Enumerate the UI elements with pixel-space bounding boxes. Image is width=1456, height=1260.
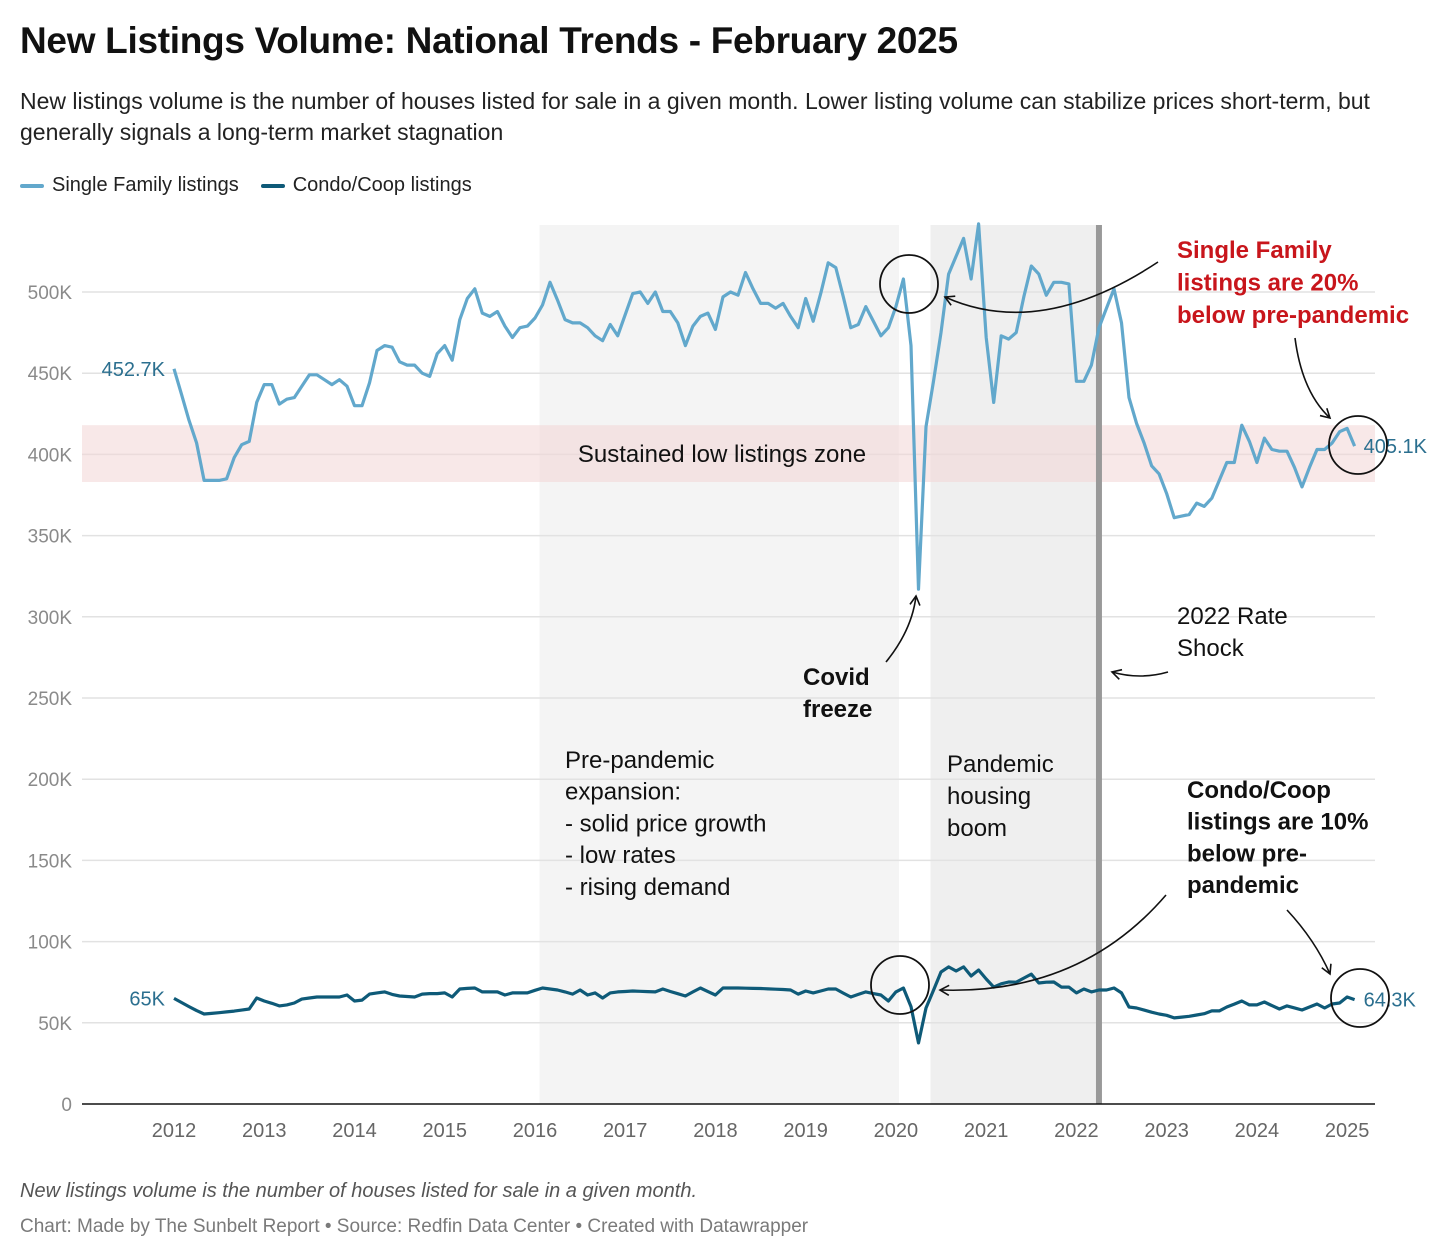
x-tick-label: 2014 [332, 1120, 377, 1142]
annotation-arrow [1286, 909, 1332, 976]
single-family-end-label: 405.1K [1364, 436, 1428, 458]
low-zone-label-line: Sustained low listings zone [578, 441, 866, 468]
covid-annotation-line: freeze [803, 696, 872, 723]
low-zone-label: Sustained low listings zone [578, 441, 866, 468]
y-tick-label: 250K [28, 689, 73, 710]
covid-annotation: Covid freeze [803, 664, 872, 723]
chart-title: New Listings Volume: National Trends - F… [20, 20, 958, 61]
single-family-annotation: Single Family listings are 20% below pre-p… [1177, 237, 1409, 329]
legend-label-single-family: Single Family listings [52, 174, 239, 196]
annotation-arrow [1294, 337, 1332, 420]
y-tick-label: 0 [61, 1095, 72, 1116]
single-family-annotation-line: Single Family [1177, 237, 1332, 264]
y-tick-label: 50K [38, 1014, 72, 1035]
x-tick-label: 2023 [1144, 1120, 1189, 1142]
annotation-arrow [885, 594, 921, 663]
condo-annotation: Condo/Coop listings are 10% below pre-pand… [1187, 777, 1368, 899]
x-tick-label: 2019 [783, 1120, 828, 1142]
y-tick-label: 150K [28, 851, 73, 872]
y-tick-label: 200K [28, 770, 73, 791]
x-tick-label: 2015 [422, 1120, 467, 1142]
x-tick-label: 2013 [242, 1120, 287, 1142]
x-tick-label: 2012 [152, 1120, 197, 1142]
covid-annotation-line: Covid [803, 664, 870, 691]
pre-pandemic-annotation-line: Pre-pandemic [565, 747, 714, 774]
pandemic-annotation-line: Pandemic [947, 751, 1054, 778]
condo-annotation-line: pandemic [1187, 872, 1299, 899]
x-tick-label: 2025 [1325, 1120, 1370, 1142]
x-tick-label: 2018 [693, 1120, 738, 1142]
condo-annotation-line: listings are 10% [1187, 809, 1368, 836]
pre-pandemic-annotation-line: expansion: [565, 779, 681, 806]
pre-pandemic-annotation-line: - solid price growth [565, 810, 766, 837]
rate-shock-annotation-line: Shock [1177, 635, 1245, 662]
footer-credit: Chart: Made by The Sunbelt Report • Sour… [20, 1216, 809, 1237]
legend-swatch-condo [260, 183, 285, 188]
footer-note: New listings volume is the number of hou… [20, 1180, 698, 1202]
legend-item-single-family: Single Family listings [20, 174, 239, 197]
y-tick-label: 100K [28, 933, 73, 954]
x-tick-label: 2016 [513, 1120, 558, 1142]
single-family-line [172, 222, 1357, 591]
legend-label-condo: Condo/Coop listings [292, 174, 472, 196]
y-tick-label: 500K [28, 283, 73, 304]
condo-end-label: 64.3K [1364, 990, 1417, 1012]
single-family-annotation-line: listings are 20% [1177, 270, 1358, 297]
pandemic-annotation-line: boom [947, 815, 1007, 842]
highlight-circle [870, 955, 930, 1015]
pre-pandemic-annotation: Pre-pandemic expansion: - solid price grow… [565, 747, 766, 901]
y-tick-label: 450K [28, 364, 73, 385]
rate-shock-annotation: 2022 Rate Shock [1177, 603, 1288, 662]
pandemic-band [930, 225, 1096, 1104]
chart-subtitle: New listings volume is the number of hou… [20, 88, 1370, 145]
single-family-annotation-line: below pre-pandemic [1177, 302, 1409, 329]
condo-annotation-line: Condo/Coop [1187, 777, 1331, 804]
x-tick-label: 2021 [964, 1120, 1009, 1142]
condo-start-label: 65K [129, 988, 165, 1010]
legend: Single Family listings Condo/Coop listin… [20, 174, 472, 197]
pandemic-annotation: Pandemic housing boom [947, 751, 1054, 842]
y-tick-label: 300K [28, 608, 73, 629]
legend-swatch-single-family [20, 183, 44, 188]
pre-pandemic-annotation-line: - low rates [565, 842, 676, 869]
condo-annotation-line: below pre- [1187, 840, 1307, 867]
x-tick-label: 2024 [1235, 1120, 1280, 1142]
condo-line [173, 965, 1356, 1045]
highlight-circle [1330, 968, 1390, 1028]
highlight-circle [879, 254, 939, 314]
pre-pandemic-band [539, 225, 899, 1104]
annotation-arrow [1110, 668, 1169, 680]
x-tick-label: 2017 [603, 1120, 648, 1142]
annotation-arrow [943, 261, 1159, 314]
rate-shock-annotation-line: 2022 Rate [1177, 603, 1288, 630]
pre-pandemic-annotation-line: - rising demand [565, 874, 730, 901]
x-tick-label: 2020 [874, 1120, 919, 1142]
highlight-circle [1328, 415, 1388, 475]
pandemic-annotation-line: housing [947, 783, 1031, 810]
legend-item-condo: Condo/Coop listings [260, 174, 472, 197]
x-tick-label: 2022 [1054, 1120, 1099, 1142]
annotation-arrow [938, 894, 1167, 996]
y-tick-label: 350K [28, 527, 73, 548]
single-family-start-label: 452.7K [102, 359, 166, 381]
y-tick-label: 400K [28, 445, 73, 466]
